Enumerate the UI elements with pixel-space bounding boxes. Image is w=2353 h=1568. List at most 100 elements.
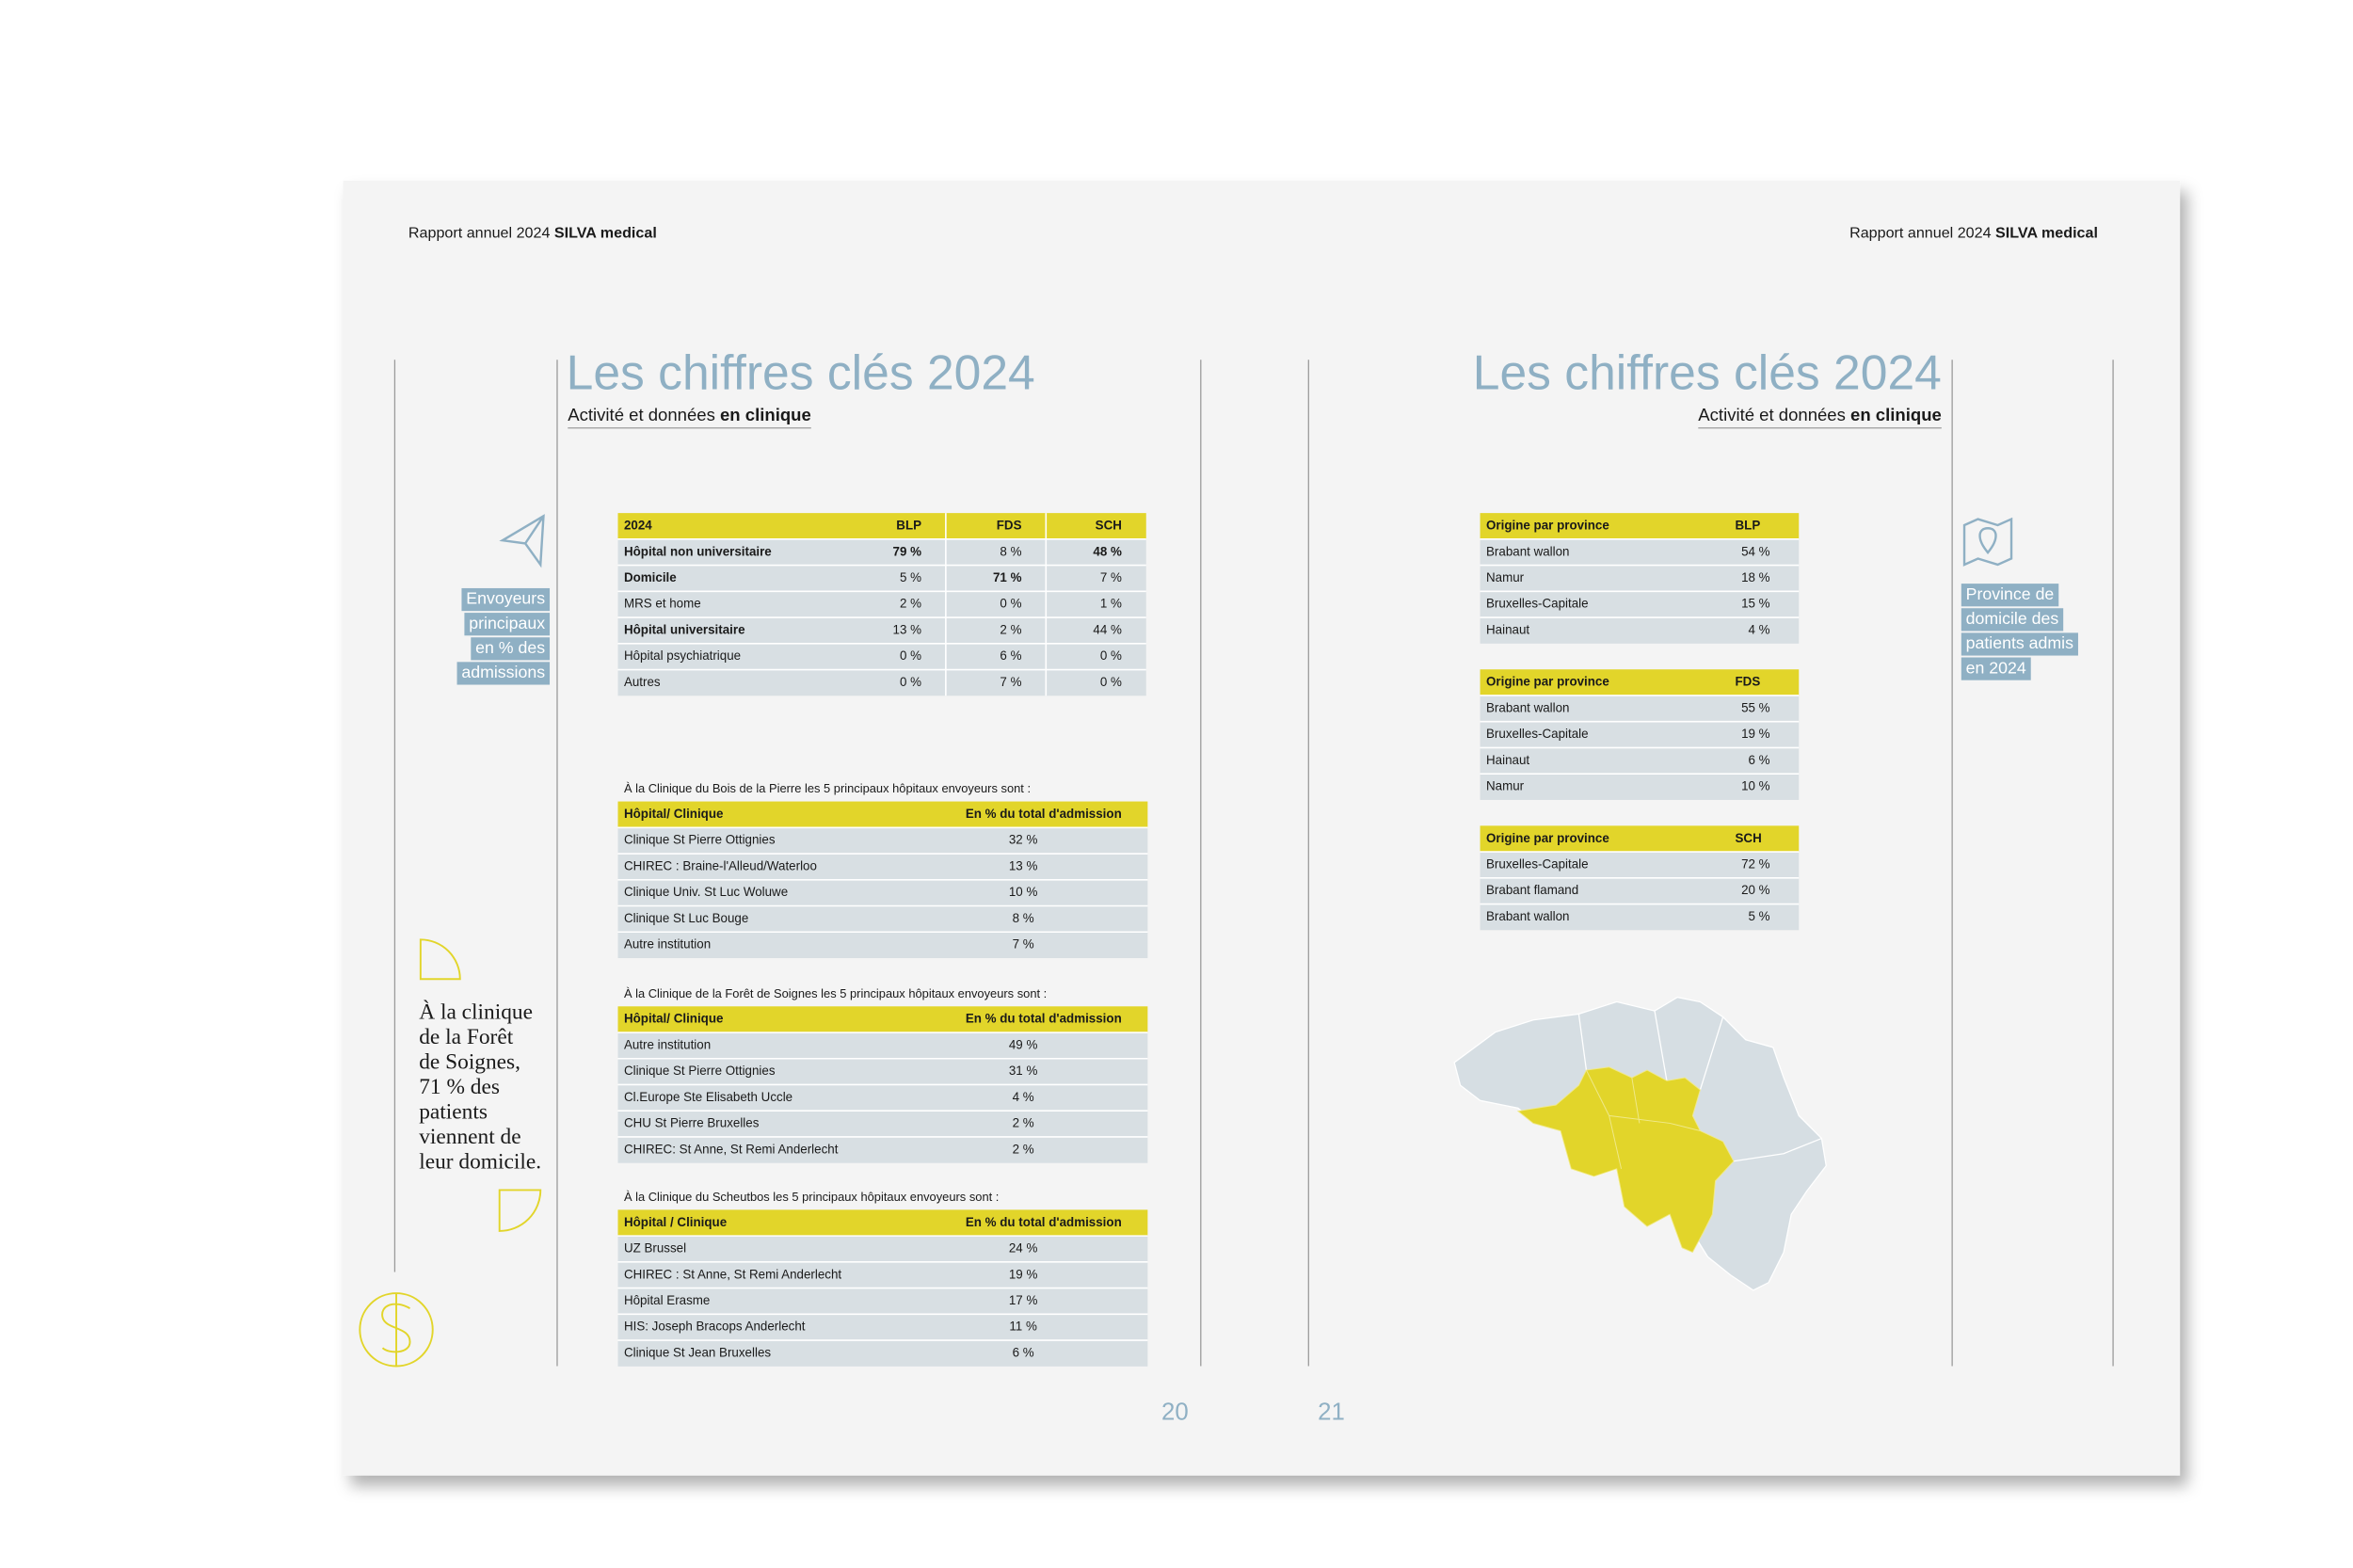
table-cell: CHU St Pierre Bruxelles	[624, 1116, 760, 1130]
table-cell: 5 %	[1749, 909, 1770, 923]
quote-line: de Soignes,	[419, 1050, 520, 1075]
table-cell: CHIREC : Braine-l'Alleud/Waterloo	[624, 858, 817, 872]
header-brand: SILVA medical	[554, 225, 657, 242]
table-cell: 2 %	[1000, 622, 1021, 636]
sidebar-line: en % des	[471, 637, 551, 661]
sidebar-highlight	[461, 587, 551, 612]
table-cell: MRS et home	[624, 597, 701, 611]
running-header: Rapport annuel 2024 SILVA medical	[1849, 225, 2098, 242]
sidebar-text: admissions	[461, 663, 545, 681]
page-title: Les chiffres clés 2024	[1473, 345, 1942, 400]
table-caption: À la Clinique du Bois de la Pierre les 5…	[624, 781, 1031, 795]
subtitle-text: Activité et données	[568, 405, 720, 424]
sidebar-line: patients admis	[1961, 632, 2078, 656]
quote-line: viennent de	[419, 1125, 520, 1149]
table-cell: Domicile	[624, 570, 677, 584]
table-cell: Brabant flamand	[1486, 883, 1578, 897]
map-icon	[1962, 517, 2013, 567]
page-number: 20	[1161, 1399, 1189, 1425]
table-cell: UZ Brussel	[624, 1241, 686, 1256]
table: Origine par province FDS Brabant wallon 55 …	[1480, 669, 1800, 800]
table-cell: 72 %	[1741, 856, 1770, 871]
table-cell: 0 %	[1100, 675, 1122, 689]
table-cell: 17 %	[1009, 1293, 1038, 1307]
table-cell: 13 %	[1009, 858, 1038, 872]
table: Hôpital/ Clinique En % du total d'admissi…	[617, 801, 1148, 958]
table-cell: Bruxelles-Capitale	[1486, 727, 1589, 741]
table-cell: 7 %	[1100, 570, 1122, 584]
table-header-cell: 2024	[624, 519, 652, 533]
table-cell: Clinique St Pierre Ottignies	[624, 833, 776, 847]
table-cell: 2 %	[1013, 1116, 1034, 1130]
table-cell: Brabant wallon	[1486, 909, 1569, 923]
table-header-bg	[617, 513, 1146, 539]
table-cell: Autre institution	[624, 937, 711, 952]
table-cell: 0 %	[900, 648, 921, 663]
table-cell: 10 %	[1741, 779, 1770, 793]
sidebar-text: en % des	[475, 638, 545, 657]
sidebar-highlight	[471, 637, 551, 661]
table-cell: 79 %	[893, 544, 922, 558]
plane-icon	[499, 514, 545, 568]
table-caption: À la Clinique de la Forêt de Soignes les…	[624, 986, 1047, 1000]
table-cell: 8 %	[1000, 544, 1021, 558]
sidebar-highlight	[456, 662, 551, 685]
sidebar-line: Province de	[1961, 584, 2059, 607]
header-text: Rapport annuel 2024	[1849, 225, 1995, 242]
table-cell: 4 %	[1013, 1090, 1034, 1104]
table-header-bg	[1480, 669, 1800, 696]
sidebar-highlight	[1961, 657, 2031, 680]
table: 2024 BLP FDS SCH Hôpital non universitaire 79…	[617, 513, 1146, 696]
table-cell: Autre institution	[624, 1037, 711, 1051]
table-cell: 55 %	[1741, 700, 1770, 714]
table-cell: CHIREC: St Anne, St Remi Anderlecht	[624, 1142, 839, 1156]
table-body-bg	[617, 1236, 1148, 1367]
sidebar-line: en 2024	[1961, 657, 2031, 680]
table-caption: À la Clinique du Scheutbos les 5 princip…	[624, 1190, 999, 1204]
table: Hôpital / Clinique En % du total d'admiss…	[617, 1209, 1148, 1367]
table-cell: 20 %	[1741, 883, 1770, 897]
table-header-bg	[1480, 513, 1800, 539]
table-cell: 5 %	[900, 570, 921, 584]
table-header-cell: FDS	[1736, 675, 1761, 689]
quote-line: de la Forêt	[419, 1025, 513, 1049]
sidebar-highlight	[464, 613, 551, 636]
table-cell: 19 %	[1009, 1267, 1038, 1281]
table-header-cell: En % du total d'admission	[966, 1012, 1122, 1026]
subtitle-text: Activité et données	[1698, 405, 1850, 424]
subtitle-bold: en clinique	[1850, 405, 1942, 424]
table-header-bg	[617, 801, 1148, 828]
sidebar-line: Envoyeurs	[461, 587, 551, 612]
table-cell: 32 %	[1009, 833, 1038, 847]
table-cell: 2 %	[900, 597, 921, 611]
table: Hôpital/ Clinique En % du total d'admissi…	[617, 1006, 1148, 1163]
table-cell: Cl.Europe Ste Elisabeth Uccle	[624, 1090, 792, 1104]
table-header-cell: Origine par province	[1486, 831, 1609, 845]
sidebar-text: domicile des	[1966, 609, 2059, 628]
quote-line: 71 % des	[419, 1075, 500, 1099]
subtitle-bold: en clinique	[720, 405, 811, 424]
table: Origine par province SCH Bruxelles-Capital…	[1480, 825, 1800, 931]
table-cell: 24 %	[1009, 1241, 1038, 1256]
table-header-bg	[1480, 825, 1800, 853]
table-cell: Hainaut	[1486, 753, 1529, 767]
table-header-cell: Origine par province	[1486, 519, 1609, 533]
table-cell: Clinique St Jean Bruxelles	[624, 1345, 771, 1359]
table-header-cell: En % du total d'admission	[966, 1215, 1122, 1229]
table-cell: 18 %	[1741, 570, 1770, 584]
table-header-cell: BLP	[1736, 519, 1761, 533]
table-cell: Clinique St Luc Bouge	[624, 911, 748, 925]
page-number: 21	[1318, 1399, 1345, 1425]
table-header-cell: Origine par province	[1486, 675, 1609, 689]
table-cell: 6 %	[1749, 753, 1770, 767]
table-cell: 19 %	[1741, 727, 1770, 741]
table-header-cell: BLP	[896, 519, 921, 533]
table-cell: 44 %	[1093, 622, 1122, 636]
table-cell: 6 %	[1000, 648, 1021, 663]
table-cell: 13 %	[893, 622, 922, 636]
sidebar-text: Envoyeurs	[466, 589, 545, 608]
table-cell: 1 %	[1100, 597, 1122, 611]
table-header-cell: Hôpital/ Clinique	[624, 1012, 724, 1026]
table-cell: Namur	[1486, 779, 1525, 793]
rules	[393, 360, 2114, 1367]
